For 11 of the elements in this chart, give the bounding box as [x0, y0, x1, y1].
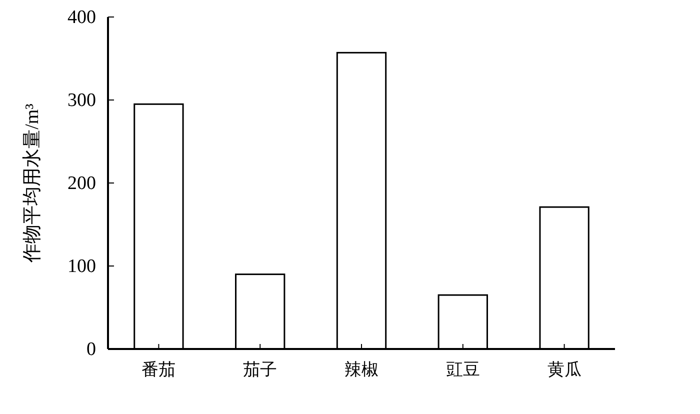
- x-tick-label: 辣椒: [344, 360, 378, 380]
- y-tick-label: 300: [68, 90, 96, 112]
- y-tick-label: 400: [68, 7, 96, 28]
- y-tick-label: 0: [86, 339, 96, 360]
- x-tick-label: 黄瓜: [547, 360, 582, 380]
- y-axis-title: 作物平均用水量/m³: [22, 103, 43, 264]
- x-tick-label: 茄子: [243, 360, 278, 380]
- y-tick-label: 100: [68, 256, 96, 278]
- x-tick-label: 豇豆: [446, 360, 480, 380]
- x-tick-label: 番茄: [142, 360, 176, 380]
- y-tick-label: 200: [68, 173, 96, 194]
